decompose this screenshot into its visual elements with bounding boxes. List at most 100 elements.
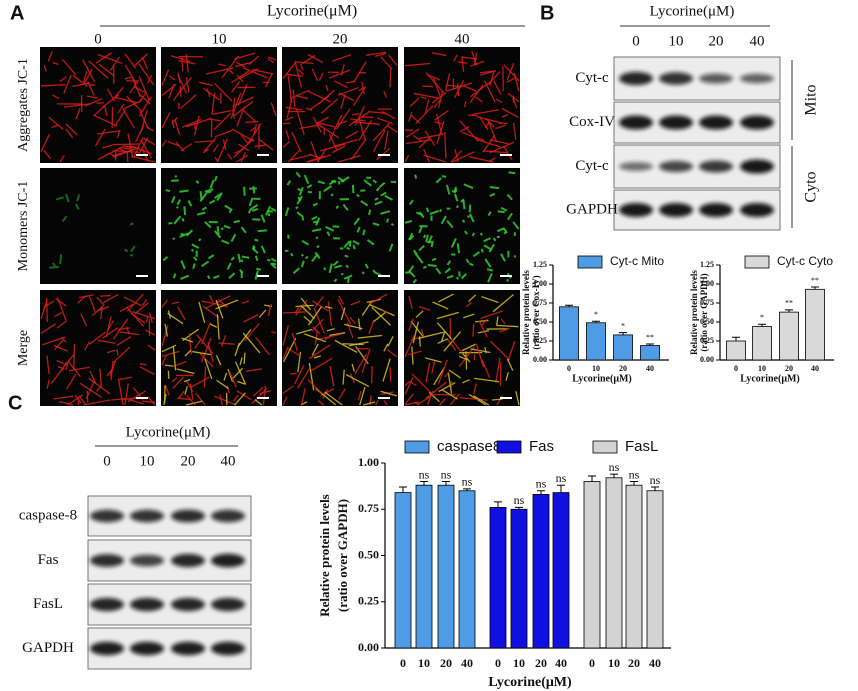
x-axis-label: Lycorine(μM) xyxy=(572,373,632,384)
x-tick-label: 0 xyxy=(734,364,738,373)
cell xyxy=(213,275,220,279)
cell xyxy=(496,227,505,233)
cell xyxy=(252,246,256,250)
cell xyxy=(53,395,74,400)
cell xyxy=(495,357,501,383)
band xyxy=(90,509,124,523)
band xyxy=(211,641,245,656)
cell xyxy=(123,296,143,307)
cell xyxy=(308,344,331,360)
cell xyxy=(411,373,432,394)
cell xyxy=(323,185,333,192)
cell xyxy=(340,176,350,183)
cell xyxy=(483,237,491,243)
cell xyxy=(382,358,391,382)
cell xyxy=(489,186,500,190)
cell xyxy=(463,183,474,189)
cell xyxy=(333,278,338,283)
significance-label: ns xyxy=(609,460,620,474)
cell xyxy=(109,361,116,377)
cell xyxy=(384,130,389,151)
cell xyxy=(495,98,503,103)
cell xyxy=(337,154,361,163)
cell xyxy=(270,207,277,212)
cell xyxy=(331,145,346,154)
cell xyxy=(512,97,518,109)
cell xyxy=(245,120,259,124)
cell xyxy=(487,120,498,143)
cell xyxy=(78,396,87,406)
cell xyxy=(306,184,313,189)
cell xyxy=(222,139,227,150)
band xyxy=(130,554,164,567)
cell xyxy=(481,359,491,378)
cell xyxy=(199,190,203,201)
cell xyxy=(181,337,193,343)
band xyxy=(90,597,124,612)
bar xyxy=(752,326,772,361)
cell xyxy=(147,396,156,406)
micrograph xyxy=(40,290,156,406)
cell xyxy=(386,125,398,133)
cell xyxy=(500,206,508,212)
cell xyxy=(444,371,450,378)
cell xyxy=(404,62,431,67)
cell xyxy=(458,355,468,361)
panel-label: A xyxy=(10,2,24,24)
cell xyxy=(456,205,459,209)
cell xyxy=(318,89,336,105)
cell xyxy=(240,152,246,163)
cell xyxy=(412,321,419,344)
cell xyxy=(429,210,439,215)
cell xyxy=(447,372,453,394)
cell xyxy=(262,385,267,406)
cell xyxy=(310,141,320,163)
cell xyxy=(333,139,358,148)
cell xyxy=(112,143,140,146)
bar xyxy=(394,492,412,649)
cell xyxy=(164,323,169,337)
cell xyxy=(488,243,495,253)
cell xyxy=(486,268,494,272)
cell xyxy=(299,124,321,130)
cell xyxy=(450,238,457,248)
cell xyxy=(474,377,500,383)
cell xyxy=(215,299,239,310)
cell xyxy=(163,385,166,404)
cell xyxy=(304,255,309,260)
cell xyxy=(52,94,60,100)
cell xyxy=(413,249,417,255)
cell xyxy=(50,368,63,385)
cell xyxy=(56,320,67,329)
cell xyxy=(59,76,67,83)
x-tick-label: 20 xyxy=(628,656,640,670)
cell xyxy=(242,300,250,305)
cell xyxy=(109,56,120,71)
cell xyxy=(237,329,252,348)
cell xyxy=(270,257,277,263)
significance-label: ** xyxy=(646,333,654,342)
cell xyxy=(286,98,293,119)
concentration-label: 10 xyxy=(669,33,684,49)
micrograph xyxy=(282,168,398,284)
cell xyxy=(350,138,367,160)
cell xyxy=(205,190,212,194)
cell xyxy=(422,265,427,269)
cell xyxy=(271,331,277,334)
cell xyxy=(254,255,259,261)
cell xyxy=(415,252,418,256)
cell xyxy=(345,80,356,84)
cell xyxy=(258,309,267,318)
cell xyxy=(243,352,246,364)
cell xyxy=(168,221,173,225)
cell xyxy=(219,394,223,406)
cell xyxy=(344,323,363,330)
concentration-label: 20 xyxy=(181,453,196,469)
cell xyxy=(408,111,413,122)
cell xyxy=(295,304,314,308)
cell xyxy=(214,82,233,102)
cell xyxy=(247,122,262,145)
cell xyxy=(99,368,102,387)
cell xyxy=(141,299,148,306)
cell xyxy=(435,177,442,184)
